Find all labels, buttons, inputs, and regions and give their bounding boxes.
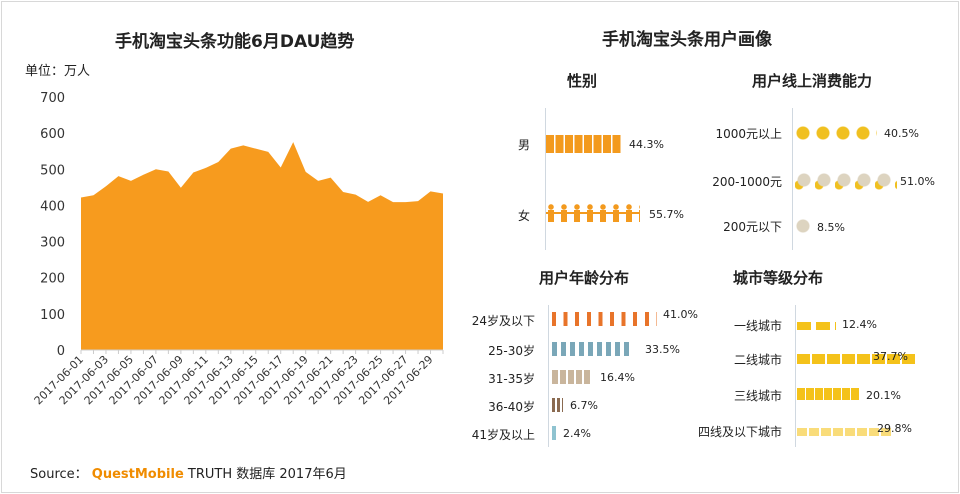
dau-area-chart: 01002003004005006007002017-06-012017-06-… bbox=[32, 91, 444, 407]
city-value: 12.4% bbox=[842, 318, 877, 331]
money-bag-icons bbox=[795, 170, 897, 190]
y-tick-label: 300 bbox=[40, 236, 65, 251]
gender-axis bbox=[545, 108, 546, 250]
person-icons bbox=[552, 312, 657, 326]
spending-value: 8.5% bbox=[817, 221, 845, 234]
spending-title: 用户线上消费能力 bbox=[752, 72, 873, 90]
gender-value-female: 55.7% bbox=[649, 208, 684, 221]
city-value: 29.8% bbox=[877, 422, 912, 435]
y-tick-label: 100 bbox=[40, 308, 65, 323]
city-title: 城市等级分布 bbox=[733, 269, 824, 287]
age-value: 2.4% bbox=[563, 427, 591, 440]
person-icons bbox=[552, 426, 557, 440]
dau-area bbox=[81, 142, 443, 350]
gender-label-male: 男 bbox=[518, 138, 531, 152]
y-tick-label: 700 bbox=[40, 91, 65, 106]
unit-label: 单位：万人 bbox=[25, 64, 91, 79]
person-icons bbox=[552, 398, 563, 412]
money-bag-icons bbox=[795, 216, 812, 236]
chart-title: 手机淘宝头条功能6月DAU趋势 bbox=[115, 32, 355, 52]
female-icons bbox=[546, 204, 641, 222]
city-value: 20.1% bbox=[866, 389, 901, 402]
city-icons bbox=[797, 354, 916, 364]
profile-title: 手机淘宝头条用户画像 bbox=[602, 30, 772, 50]
city-label: 一线城市 bbox=[733, 319, 782, 333]
gender-value-male: 44.3% bbox=[629, 138, 664, 151]
male-icons bbox=[546, 135, 621, 153]
age-value: 33.5% bbox=[645, 343, 680, 356]
gender-label-female: 女 bbox=[518, 209, 531, 223]
spending-label: 200-1000元 bbox=[712, 175, 782, 189]
source-prefix: Source： bbox=[30, 467, 88, 482]
spending-label: 200元以下 bbox=[723, 220, 782, 234]
city-icons bbox=[797, 388, 860, 400]
city-icons bbox=[797, 322, 837, 330]
source-line: Source： QuestMobile TRUTH 数据库 2017年6月 bbox=[30, 463, 347, 482]
age-title: 用户年龄分布 bbox=[539, 269, 630, 287]
spending-value: 51.0% bbox=[900, 175, 935, 188]
age-value: 6.7% bbox=[570, 399, 598, 412]
y-tick-label: 200 bbox=[40, 272, 65, 287]
city-axis bbox=[795, 305, 796, 447]
age-label: 36-40岁 bbox=[488, 400, 535, 414]
person-icons bbox=[552, 370, 593, 384]
y-tick-label: 600 bbox=[40, 127, 65, 142]
age-label: 41岁及以上 bbox=[471, 428, 535, 442]
age-axis bbox=[548, 305, 549, 447]
person-icons bbox=[552, 342, 633, 356]
city-label: 四线及以下城市 bbox=[697, 425, 782, 439]
spending-axis bbox=[792, 108, 793, 250]
city-value: 37.7% bbox=[873, 350, 908, 363]
gender-title: 性别 bbox=[567, 72, 598, 90]
age-label: 31-35岁 bbox=[488, 372, 535, 386]
city-icons bbox=[797, 428, 891, 436]
city-label: 二线城市 bbox=[733, 353, 782, 367]
source-brand: QuestMobile bbox=[91, 467, 184, 482]
money-bag-icons bbox=[795, 123, 877, 143]
source-rest: TRUTH 数据库 2017年6月 bbox=[187, 467, 347, 482]
spending-value: 40.5% bbox=[884, 127, 919, 140]
city-label: 三线城市 bbox=[733, 389, 782, 403]
age-value: 16.4% bbox=[600, 371, 635, 384]
spending-label: 1000元以上 bbox=[715, 127, 782, 141]
age-label: 25-30岁 bbox=[488, 344, 535, 358]
y-tick-label: 400 bbox=[40, 199, 65, 214]
y-tick-label: 0 bbox=[57, 344, 65, 359]
y-tick-label: 500 bbox=[40, 163, 65, 178]
age-value: 41.0% bbox=[663, 308, 698, 321]
age-label: 24岁及以下 bbox=[471, 314, 535, 328]
